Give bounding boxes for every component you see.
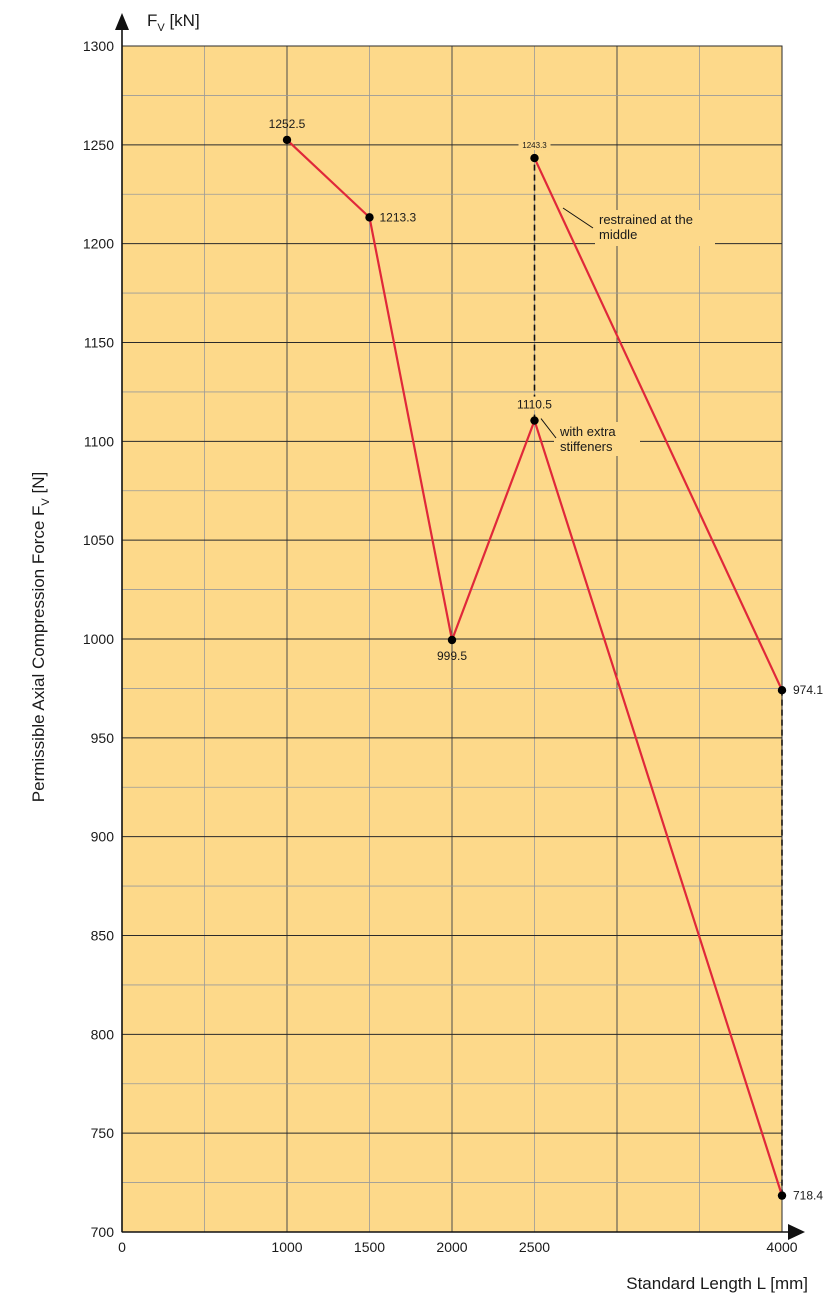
y-tick-label: 700	[91, 1224, 115, 1240]
y-tick-label: 1000	[83, 631, 114, 647]
y-tick-label: 1050	[83, 532, 114, 548]
y-tick-label: 1150	[84, 335, 114, 351]
annotation-leader	[562, 207, 594, 229]
y-tick-label: 850	[91, 928, 115, 944]
point-label-bg	[514, 396, 555, 411]
x-tick-label: 2500	[519, 1239, 550, 1255]
point-labels: 1252.5 1213.3 999.5 1110.5 1243.3 974.1 718.4	[269, 117, 824, 1203]
data-point	[530, 416, 539, 425]
y-tick-label: 800	[91, 1026, 115, 1042]
data-point	[447, 635, 457, 645]
point-label: 718.4	[793, 1189, 823, 1203]
data-point	[365, 213, 374, 222]
annotation-bg	[595, 210, 715, 246]
x-axis-label: Standard Length L [mm]	[626, 1274, 808, 1293]
tick-labels: 0 1000 1500 2000 2500 4000 700 750 800 850 900 950 1…	[83, 38, 798, 1255]
y-tick-label: 900	[91, 829, 115, 845]
y-tick-label: 750	[91, 1125, 115, 1141]
point-label: 1252.5	[269, 117, 306, 131]
y-tick-label: 1200	[83, 236, 114, 252]
annotation-text: with extra	[559, 424, 616, 439]
annotation-leader	[540, 418, 557, 439]
point-label: 1213.3	[380, 210, 417, 224]
point-label: 999.5	[437, 649, 467, 663]
grid	[121, 45, 783, 1233]
y-tick-label: 1250	[83, 137, 114, 153]
data-point	[530, 153, 539, 163]
data-point	[777, 1191, 787, 1200]
point-label: 1243.3	[522, 141, 547, 150]
y-axis-title: FV [kN]	[147, 11, 200, 34]
annotation-text: restrained at the	[599, 212, 693, 227]
x-tick-label: 1000	[271, 1239, 302, 1255]
x-axis-arrow	[788, 1224, 805, 1240]
annotation-bg	[554, 422, 640, 456]
y-tick-label: 1300	[83, 38, 114, 54]
y-axis-label: Permissible Axial Compression Force FV […	[29, 472, 52, 802]
annotation-text: middle	[599, 227, 637, 242]
point-label: 1110.5	[517, 398, 552, 412]
point-label-bg	[518, 140, 551, 151]
annotation-text: stiffeners	[560, 439, 613, 454]
data-points	[282, 135, 787, 1200]
data-point	[777, 685, 787, 695]
y-tick-label: 950	[91, 730, 115, 746]
y-axis-arrow	[115, 13, 129, 30]
dashed-connectors	[533, 158, 783, 1196]
x-tick-label: 2000	[436, 1239, 467, 1255]
axes	[115, 13, 805, 1240]
point-label: 974.1	[793, 683, 823, 697]
x-tick-label: 0	[118, 1239, 126, 1255]
y-tick-label: 1100	[84, 433, 114, 449]
series-line	[533, 157, 783, 691]
x-tick-label: 1500	[354, 1239, 385, 1255]
data-point	[282, 135, 292, 145]
axis-titles: FV [kN] Permissible Axial Compression For…	[29, 11, 808, 1293]
x-tick-label: 4000	[766, 1239, 797, 1255]
